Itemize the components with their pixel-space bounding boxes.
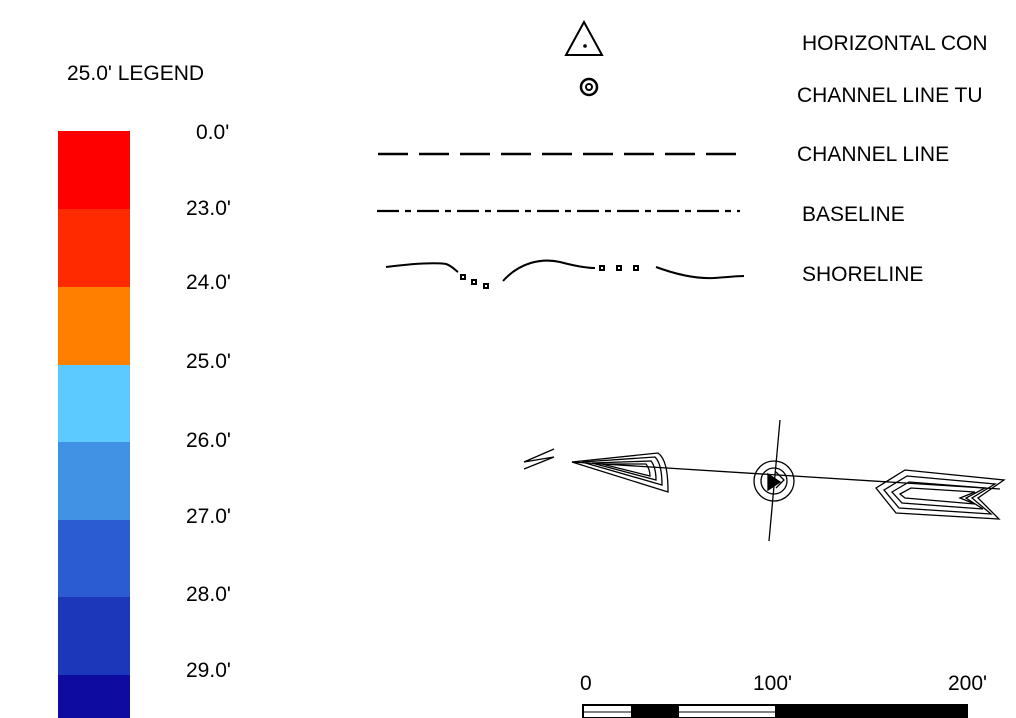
legend-label-3: 25.0'	[186, 350, 231, 373]
baseline-label: BASELINE	[802, 203, 905, 226]
channel-line-label: CHANNEL LINE	[797, 143, 950, 166]
horizontal-control-label: HORIZONTAL CON	[802, 32, 988, 55]
legend-label-0: 0.0'	[196, 121, 230, 144]
channel-line-turn-icon	[579, 77, 599, 97]
legend-band-0	[58, 131, 130, 209]
shoreline-label: SHORELINE	[802, 263, 924, 286]
scale-bar	[582, 704, 968, 718]
legend-band-5	[58, 520, 130, 598]
shoreline-symbol	[385, 259, 745, 289]
channel-line-turn-label: CHANNEL LINE TU	[797, 84, 983, 107]
legend-band-1	[58, 209, 130, 287]
legend-band-3	[58, 365, 130, 443]
legend-label-6: 28.0'	[186, 583, 231, 606]
legend-label-4: 26.0'	[186, 429, 231, 452]
legend-label-5: 27.0'	[186, 505, 231, 528]
legend-band-6	[58, 597, 130, 675]
legend-band-4	[58, 442, 130, 520]
horizontal-control-icon	[564, 19, 604, 56]
legend-band-7	[58, 675, 130, 718]
legend-title: 25.0' LEGEND	[67, 62, 205, 85]
legend-band-2	[58, 287, 130, 365]
scale-label-200: 200'	[948, 672, 988, 695]
legend-label-2: 24.0'	[186, 271, 231, 294]
legend-label-1: 23.0'	[186, 197, 231, 220]
north-arrow	[523, 419, 1006, 542]
scale-label-100: 100'	[753, 672, 793, 695]
legend-label-7: 29.0'	[186, 659, 231, 682]
scale-label-0: 0	[580, 672, 592, 695]
